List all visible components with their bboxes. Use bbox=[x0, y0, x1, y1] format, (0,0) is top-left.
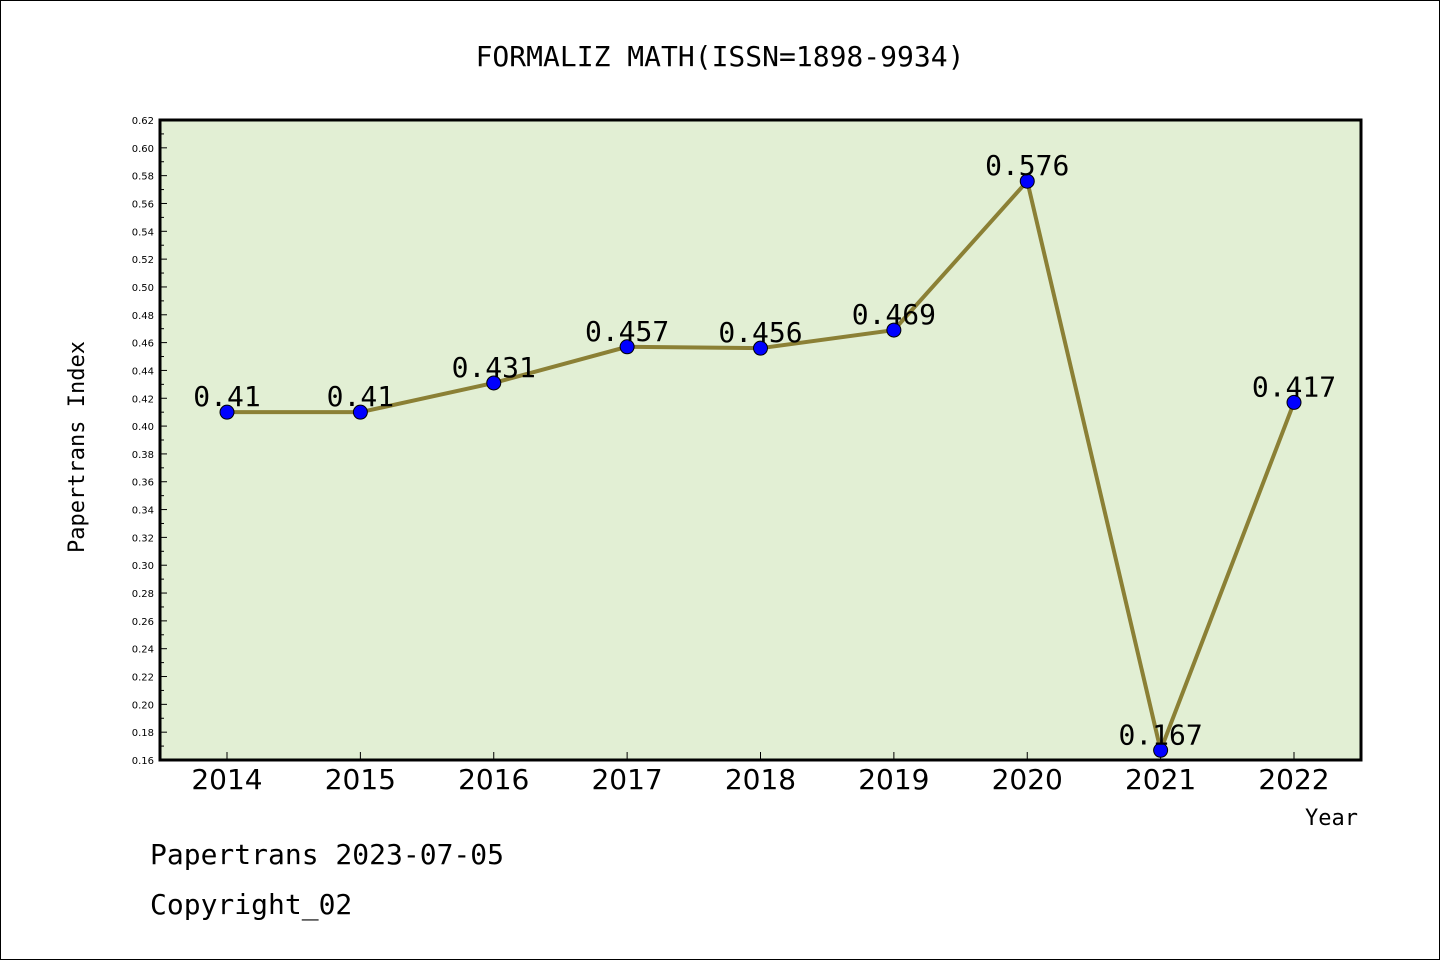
data-point bbox=[1019, 173, 1035, 189]
y-tick-label: 0.58 bbox=[132, 172, 154, 183]
y-tick-label: 0.18 bbox=[132, 728, 154, 739]
data-label: 0.456 bbox=[718, 316, 802, 349]
data-point bbox=[619, 339, 635, 355]
y-tick-label: 0.28 bbox=[132, 589, 154, 600]
y-tick-label: 0.56 bbox=[132, 199, 154, 210]
y-axis: 0.16 0.18 0.20 0.22 0.24 0.26 0.28 0.30 0.32 0.34… bbox=[132, 116, 167, 767]
plot-area bbox=[160, 120, 1361, 760]
data-point bbox=[486, 375, 502, 391]
y-tick-label: 0.48 bbox=[132, 311, 154, 322]
x-tick-label: 2015 bbox=[325, 763, 396, 796]
y-tick-label: 0.38 bbox=[132, 450, 154, 461]
y-tick-label: 0.52 bbox=[132, 255, 154, 266]
x-tick-label: 2018 bbox=[725, 763, 796, 796]
data-point bbox=[1286, 394, 1302, 410]
y-tick-label: 0.42 bbox=[132, 394, 154, 405]
series-markers bbox=[219, 173, 1302, 758]
x-tick-label: 2017 bbox=[591, 763, 662, 796]
data-label: 0.576 bbox=[985, 149, 1069, 182]
y-axis-label: Papertrans Index bbox=[65, 341, 90, 553]
y-tick-label: 0.32 bbox=[132, 533, 154, 544]
plot-border bbox=[158, 118, 1363, 762]
x-axis: 2014 2015 2016 2017 2018 2019 2020 2021 2022 bbox=[191, 752, 1330, 796]
data-label: 0.457 bbox=[585, 315, 669, 348]
x-tick-label: 2020 bbox=[992, 763, 1063, 796]
y-tick-label: 0.24 bbox=[132, 645, 154, 656]
data-point bbox=[886, 322, 902, 338]
y-tick-label: 0.34 bbox=[132, 506, 154, 517]
y-tick-label: 0.60 bbox=[132, 144, 154, 155]
data-point bbox=[753, 340, 768, 356]
x-tick-label: 2014 bbox=[191, 763, 262, 796]
data-labels: 0.41 0.41 0.431 0.457 0.456 0.469 0.576 0.167 0.… bbox=[193, 149, 1336, 751]
y-tick-label: 0.36 bbox=[132, 478, 154, 489]
footer-date: Papertrans 2023-07-05 bbox=[150, 838, 504, 871]
y-tick-label: 0.50 bbox=[132, 283, 154, 294]
footer-copyright: Copyright_02 bbox=[150, 888, 352, 922]
data-label: 0.167 bbox=[1118, 718, 1202, 751]
data-label: 0.431 bbox=[452, 351, 536, 384]
y-tick-label: 0.30 bbox=[132, 561, 154, 572]
chart-title: FORMALIZ MATH(ISSN=1898-9934) bbox=[476, 40, 965, 73]
x-tick-label: 2016 bbox=[458, 763, 529, 796]
y-tick-label: 0.16 bbox=[132, 756, 154, 767]
x-tick-label: 2022 bbox=[1258, 763, 1329, 796]
data-label: 0.417 bbox=[1252, 370, 1336, 403]
y-tick-label: 0.20 bbox=[132, 700, 154, 711]
y-tick-label: 0.26 bbox=[132, 617, 154, 628]
data-label: 0.41 bbox=[193, 380, 260, 413]
data-label: 0.469 bbox=[852, 298, 936, 331]
y-tick-label: 0.46 bbox=[132, 339, 154, 350]
y-tick-label: 0.22 bbox=[132, 673, 154, 684]
data-point bbox=[1153, 742, 1169, 758]
y-tick-label: 0.40 bbox=[132, 422, 154, 433]
y-tick-label: 0.62 bbox=[132, 116, 154, 127]
data-point bbox=[352, 404, 368, 420]
y-tick-label: 0.44 bbox=[132, 366, 154, 377]
x-tick-label: 2021 bbox=[1125, 763, 1196, 796]
data-label: 0.41 bbox=[327, 380, 394, 413]
x-axis-label: Year bbox=[1305, 806, 1358, 831]
data-point bbox=[219, 404, 235, 420]
x-tick-label: 2019 bbox=[858, 763, 929, 796]
y-tick-label: 0.54 bbox=[132, 227, 154, 238]
